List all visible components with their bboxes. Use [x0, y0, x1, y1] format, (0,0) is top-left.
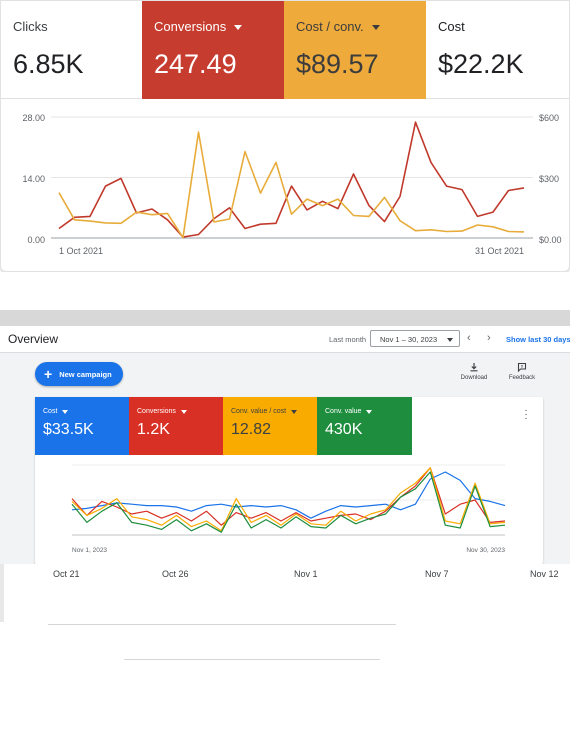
caret-down-icon[interactable]	[366, 409, 373, 414]
feedback-button[interactable]: Feedback	[502, 362, 542, 381]
x-axis-tick: Nov 1	[294, 569, 318, 579]
metric-label: Clicks	[13, 19, 48, 34]
caret-down-icon[interactable]	[371, 24, 380, 30]
left-gutter	[0, 564, 4, 622]
metric-card-conv-value-per-cost[interactable]: Conv. value / cost 12.82	[223, 397, 317, 455]
caret-down-icon[interactable]	[180, 409, 187, 414]
performance-line-chart: 28.00 14.00 0.00 $600 $300 $0.00 1 Oct 2…	[22, 113, 562, 256]
page-title: Overview	[8, 332, 59, 346]
metric-card-clicks[interactable]: Clicks 6.85K	[1, 1, 141, 99]
x-axis-end-label: 31 Oct 2021	[475, 246, 524, 256]
metric-card-cost-per-conversion[interactable]: Cost / conv. $89.57	[284, 1, 426, 99]
left-axis-tick: 28.00	[22, 113, 45, 123]
overview-section: Overview Last month Nov 1 – 30, 2023 ‹ ›…	[0, 326, 570, 564]
overview-line-chart: Nov 1, 2023 Nov 30, 2023	[71, 464, 506, 554]
metric-label: Cost	[43, 408, 58, 415]
x-axis-tick: Nov 12	[530, 569, 559, 579]
overview-chart-card: Cost $33.5K Conversions 1.2K Conv. value…	[35, 397, 543, 564]
x-axis-start-label: 1 Oct 2021	[59, 246, 103, 256]
top-performance-panel: Clicks 6.85K Conversions 247.49 Cost / c…	[0, 0, 570, 272]
cropped-axis-strip: Oct 21 Oct 26 Nov 1 Nov 7 Nov 12	[0, 564, 570, 622]
metric-value: $89.57	[296, 49, 379, 79]
next-period-button[interactable]: ›	[487, 332, 491, 344]
x-axis-tick: Nov 7	[425, 569, 449, 579]
overview-header: Overview Last month Nov 1 – 30, 2023 ‹ ›…	[0, 326, 570, 353]
metric-value: 12.82	[231, 421, 272, 438]
right-axis-tick: $600	[539, 113, 559, 123]
caret-down-icon[interactable]	[291, 409, 298, 414]
download-icon	[470, 363, 478, 372]
date-range-value: Nov 1 – 30, 2023	[380, 335, 438, 344]
faded-rule	[48, 624, 396, 625]
left-axis-tick: 14.00	[22, 174, 45, 184]
plus-icon: +	[44, 366, 53, 382]
metric-value: $33.5K	[43, 421, 94, 438]
right-axis-tick: $300	[539, 174, 559, 184]
metric-label: Conv. value / cost	[231, 408, 287, 415]
faded-rule	[124, 659, 380, 660]
feedback-label: Feedback	[508, 375, 536, 381]
series-line-3	[71, 471, 506, 533]
download-label: Download	[460, 375, 488, 381]
page-gap	[0, 272, 570, 310]
screenshot-separator	[0, 310, 570, 326]
metric-card-cost[interactable]: Cost $33.5K	[35, 397, 129, 455]
metric-label: Cost / conv.	[296, 19, 364, 34]
series-line-0	[58, 121, 525, 238]
new-campaign-button[interactable]: + New campaign	[35, 362, 123, 386]
metric-value: 247.49	[154, 49, 237, 79]
series-line-1	[58, 131, 525, 239]
metric-value: 1.2K	[137, 421, 170, 438]
metric-label: Conv. value	[325, 408, 362, 415]
series-line-2	[71, 467, 506, 532]
series-line-1	[71, 467, 506, 526]
metric-value: $22.2K	[438, 49, 524, 79]
date-range-picker[interactable]: Nov 1 – 30, 2023	[370, 330, 460, 347]
metric-card-conversions[interactable]: Conversions 247.49	[142, 1, 284, 99]
date-preset-label: Last month	[329, 335, 367, 344]
x-axis-end-label: Nov 30, 2023	[466, 547, 505, 554]
x-axis-tick: Oct 26	[162, 569, 189, 579]
metric-label: Cost	[438, 19, 465, 34]
metric-value: 6.85K	[13, 49, 84, 79]
metric-label: Conversions	[154, 19, 227, 34]
feedback-icon	[517, 362, 527, 372]
metric-value: 430K	[325, 421, 363, 438]
caret-down-icon[interactable]	[62, 409, 69, 414]
series-line-0	[71, 471, 506, 519]
metric-card-conv-value[interactable]: Conv. value 430K	[317, 397, 412, 455]
more-vert-icon[interactable]: · · ·	[524, 405, 528, 424]
left-axis-tick: 0.00	[27, 235, 45, 245]
metric-label: Conversions	[137, 408, 176, 415]
new-campaign-label: New campaign	[59, 369, 112, 379]
caret-down-icon[interactable]	[234, 24, 243, 30]
download-button[interactable]: Download	[454, 362, 494, 381]
metric-card-conversions[interactable]: Conversions 1.2K	[129, 397, 223, 455]
x-axis-start-label: Nov 1, 2023	[72, 547, 107, 554]
metric-card-cost[interactable]: Cost $22.2K	[426, 1, 569, 99]
prev-period-button[interactable]: ‹	[467, 332, 471, 344]
show-last-30-days-link[interactable]: Show last 30 days	[506, 335, 570, 344]
caret-down-icon	[447, 338, 453, 342]
x-axis-tick: Oct 21	[53, 569, 80, 579]
right-axis-tick: $0.00	[539, 235, 562, 245]
